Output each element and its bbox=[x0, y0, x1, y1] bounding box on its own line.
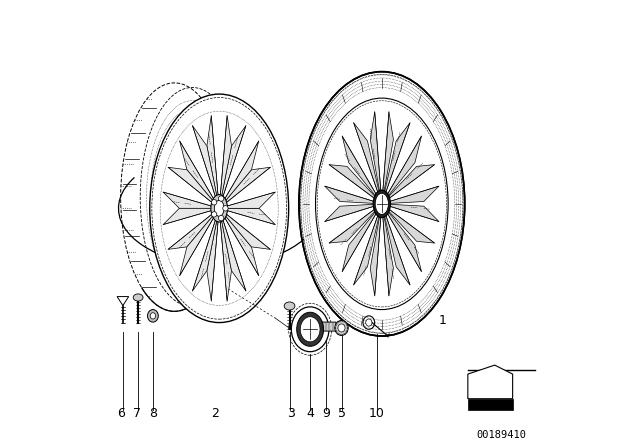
FancyBboxPatch shape bbox=[316, 322, 336, 331]
Ellipse shape bbox=[299, 72, 465, 336]
Ellipse shape bbox=[211, 194, 228, 222]
Ellipse shape bbox=[150, 94, 289, 323]
Ellipse shape bbox=[365, 319, 372, 326]
Ellipse shape bbox=[214, 200, 224, 216]
Ellipse shape bbox=[338, 324, 345, 332]
Text: 6: 6 bbox=[118, 407, 125, 420]
Text: 5: 5 bbox=[337, 407, 346, 420]
Polygon shape bbox=[387, 136, 422, 197]
Polygon shape bbox=[226, 192, 275, 208]
Text: 4: 4 bbox=[306, 407, 314, 420]
Polygon shape bbox=[193, 219, 217, 291]
Text: 00189410: 00189410 bbox=[476, 430, 527, 439]
Polygon shape bbox=[224, 141, 259, 202]
Polygon shape bbox=[221, 219, 246, 291]
Polygon shape bbox=[371, 112, 381, 194]
Ellipse shape bbox=[316, 98, 448, 310]
Ellipse shape bbox=[335, 320, 348, 336]
Polygon shape bbox=[225, 167, 270, 203]
Polygon shape bbox=[383, 214, 394, 296]
Ellipse shape bbox=[373, 190, 390, 218]
Polygon shape bbox=[163, 208, 212, 224]
Ellipse shape bbox=[218, 196, 224, 201]
Text: 7: 7 bbox=[133, 407, 141, 420]
Text: 8: 8 bbox=[149, 407, 157, 420]
Polygon shape bbox=[329, 208, 376, 243]
Ellipse shape bbox=[291, 307, 329, 352]
Polygon shape bbox=[180, 215, 214, 276]
Polygon shape bbox=[384, 123, 410, 194]
Polygon shape bbox=[168, 213, 214, 250]
Text: 3: 3 bbox=[287, 407, 295, 420]
Polygon shape bbox=[324, 186, 375, 203]
Ellipse shape bbox=[147, 310, 158, 322]
Polygon shape bbox=[163, 192, 212, 208]
Polygon shape bbox=[387, 211, 422, 271]
Polygon shape bbox=[468, 399, 513, 410]
Polygon shape bbox=[342, 211, 378, 271]
Text: 2: 2 bbox=[211, 407, 219, 420]
Ellipse shape bbox=[375, 193, 388, 215]
Polygon shape bbox=[180, 141, 214, 202]
Polygon shape bbox=[388, 204, 439, 222]
Ellipse shape bbox=[297, 312, 324, 346]
Ellipse shape bbox=[211, 200, 217, 205]
Polygon shape bbox=[354, 213, 380, 285]
Polygon shape bbox=[387, 164, 435, 199]
Polygon shape bbox=[220, 116, 232, 198]
Ellipse shape bbox=[133, 294, 143, 301]
Ellipse shape bbox=[284, 302, 295, 310]
Polygon shape bbox=[220, 219, 232, 301]
Polygon shape bbox=[226, 208, 275, 224]
Text: 9: 9 bbox=[322, 407, 330, 420]
Ellipse shape bbox=[223, 206, 228, 211]
Polygon shape bbox=[324, 204, 375, 222]
Ellipse shape bbox=[218, 215, 224, 221]
Polygon shape bbox=[225, 213, 270, 250]
Ellipse shape bbox=[150, 313, 156, 319]
Polygon shape bbox=[371, 214, 381, 296]
Polygon shape bbox=[329, 164, 376, 199]
Ellipse shape bbox=[300, 317, 320, 342]
Ellipse shape bbox=[211, 211, 217, 217]
Polygon shape bbox=[117, 297, 129, 306]
Polygon shape bbox=[193, 125, 217, 198]
Polygon shape bbox=[221, 125, 246, 198]
Polygon shape bbox=[387, 208, 435, 243]
Text: 10: 10 bbox=[369, 407, 385, 420]
Polygon shape bbox=[388, 186, 439, 203]
Polygon shape bbox=[207, 219, 218, 301]
Polygon shape bbox=[224, 215, 259, 276]
Polygon shape bbox=[168, 167, 214, 203]
Polygon shape bbox=[342, 136, 378, 197]
Polygon shape bbox=[383, 112, 394, 194]
Polygon shape bbox=[384, 213, 410, 285]
Polygon shape bbox=[354, 123, 380, 194]
Polygon shape bbox=[207, 116, 218, 198]
Text: 1: 1 bbox=[438, 314, 446, 327]
Polygon shape bbox=[468, 365, 513, 399]
